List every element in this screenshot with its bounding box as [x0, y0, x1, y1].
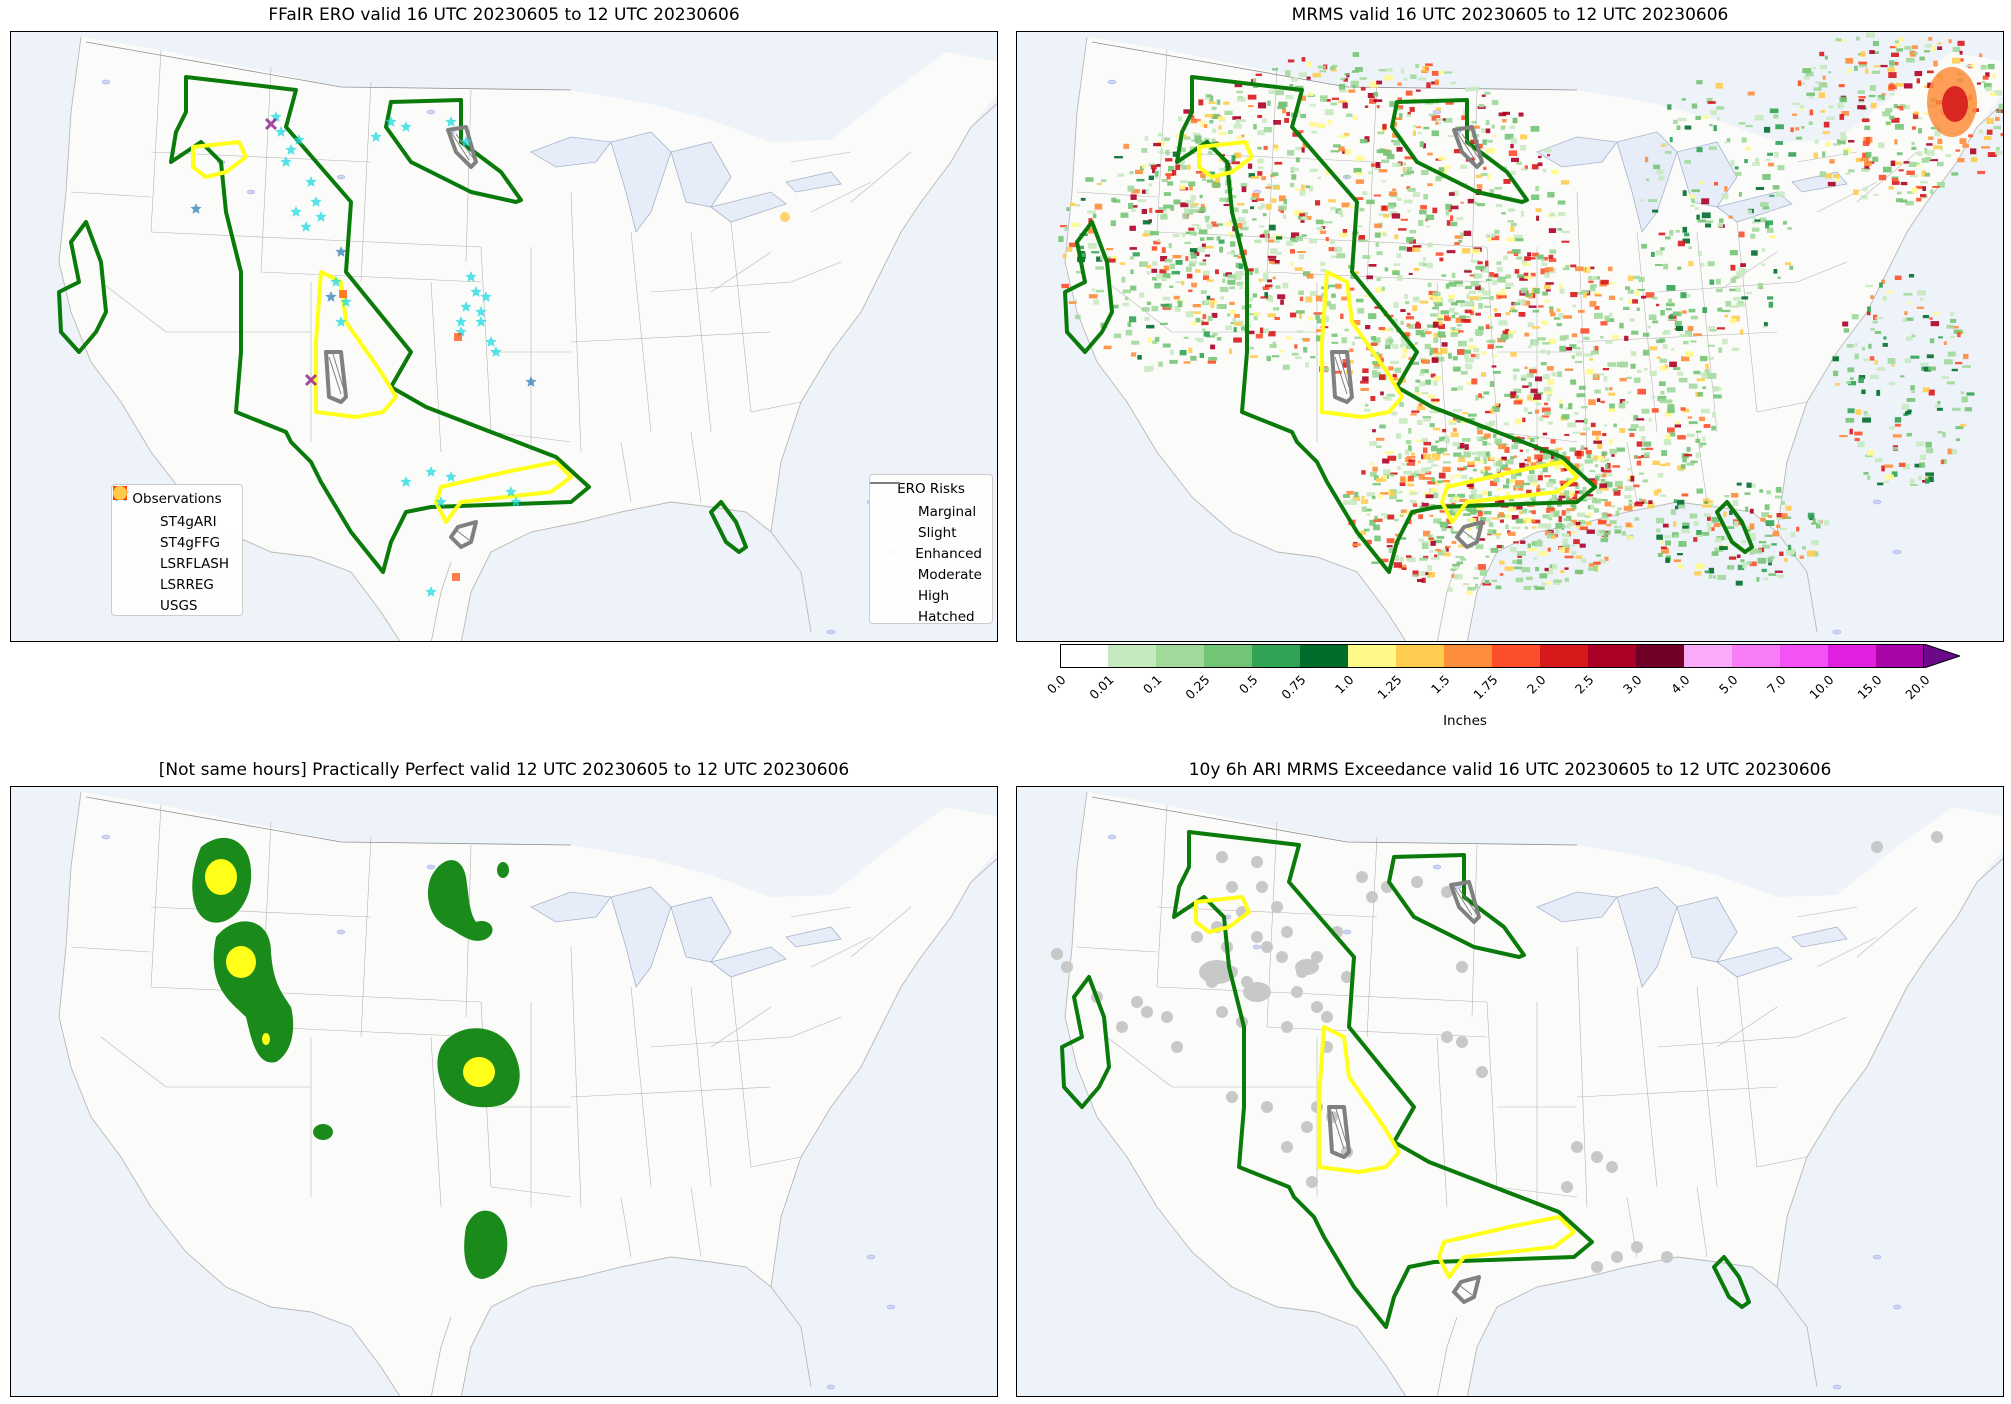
ero-outlook-overlay — [1063, 75, 1754, 574]
ero-outlook-overlay — [1060, 830, 1751, 1329]
colorbar-segment — [1780, 644, 1828, 668]
map-ari — [1017, 787, 2003, 1396]
line-swatch-icon — [870, 482, 907, 562]
ero-legend-label: Hatched — [918, 608, 975, 625]
observations-legend: Observations ST4gARI ST4gFFG LSRFLASH LSRRE… — [111, 484, 243, 616]
colorbar-tick-label: 0.25 — [1182, 672, 1213, 703]
colorbar-tick-label: 2.5 — [1571, 672, 1597, 697]
panel-title-ero: FFaIR ERO valid 16 UTC 20230605 to 12 UT… — [268, 5, 740, 25]
observations-legend-label: ST4gFFG — [160, 534, 220, 551]
observations-legend-item: LSRFLASH — [113, 486, 232, 574]
ero-risks-legend: ERO Risks Marginal Slight Enhanced Moderate… — [869, 474, 993, 627]
colorbar — [1060, 643, 1962, 669]
colorbar-segment — [1444, 644, 1492, 668]
colorbar-tick-label: 0.75 — [1278, 672, 1309, 703]
ero-legend-item: High — [870, 482, 982, 606]
star-marker-icon — [113, 486, 152, 551]
colorbar-segment — [1684, 644, 1732, 668]
colorbar-tick-label: 1.0 — [1331, 672, 1357, 697]
colorbar-tick-label: 3.0 — [1619, 672, 1645, 697]
mrms-precip-field — [1058, 32, 2003, 595]
observations-legend-label: USGS — [160, 597, 198, 614]
colorbar-segment — [1204, 644, 1252, 668]
colorbar-tick-label: 20.0 — [1902, 672, 1933, 703]
colorbar-segment — [1060, 644, 1108, 668]
colorbar-label: Inches — [1443, 713, 1487, 729]
colorbar-tick-label: 0.5 — [1235, 672, 1261, 697]
panel-title-pp: [Not same hours] Practically Perfect val… — [158, 760, 850, 780]
observations-legend-label: LSRREG — [160, 576, 214, 593]
colorbar-segment — [1348, 644, 1396, 668]
colorbar-tick-label: 7.0 — [1763, 672, 1789, 697]
panel-title-ari: 10y 6h ARI MRMS Exceedance valid 16 UTC … — [1188, 760, 1832, 780]
colorbar-tick-label: 15.0 — [1854, 672, 1885, 703]
colorbar-segment — [1828, 644, 1876, 668]
x-marker-icon — [113, 486, 152, 572]
line-swatch-icon — [870, 482, 910, 541]
colorbar-tick-label: 4.0 — [1667, 672, 1693, 697]
observations-legend-item: LSRREG — [113, 486, 232, 595]
colorbar-bar — [1060, 643, 1962, 669]
ero-risks-legend-title: ERO Risks — [897, 481, 965, 497]
observation-markers — [190, 111, 790, 597]
colorbar-tick-label: 5.0 — [1715, 672, 1741, 697]
colorbar-segment — [1732, 644, 1780, 668]
ero-legend-label: Enhanced — [915, 545, 982, 562]
colorbar-tick-label: 0.0 — [1043, 672, 1069, 697]
ero-legend-item: Slight — [870, 482, 982, 543]
ero-legend-item: Moderate — [870, 482, 982, 585]
line-swatch-icon — [870, 482, 910, 520]
colorbar-segment — [1636, 644, 1684, 668]
colorbar-tick-label: 1.75 — [1470, 672, 1501, 703]
colorbar-tick-label: 2.0 — [1523, 672, 1549, 697]
ero-legend-item: Hatched — [870, 482, 982, 627]
circle-marker-icon — [113, 486, 152, 614]
ero-legend-item: Marginal — [870, 482, 982, 522]
square-marker-icon — [113, 486, 152, 593]
colorbar-segment — [1300, 644, 1348, 668]
line-swatch-icon — [870, 482, 910, 625]
observations-legend-label: LSRFLASH — [160, 555, 230, 572]
colorbar-segment — [1156, 644, 1204, 668]
line-swatch-icon — [870, 482, 910, 604]
practically-perfect-field — [192, 837, 520, 1279]
observations-legend-label: ST4gARI — [160, 513, 217, 530]
map-panel-pp — [10, 786, 998, 1397]
colorbar-tick-label: 0.01 — [1086, 672, 1117, 703]
colorbar-segment — [1252, 644, 1300, 668]
colorbar-extend — [1924, 644, 1960, 668]
colorbar-segment — [1492, 644, 1540, 668]
observations-legend-item: ST4gARI — [113, 486, 232, 532]
map-panel-ero: Observations ST4gARI ST4gFFG LSRFLASH LSRRE… — [10, 31, 998, 642]
map-panel-mrms — [1016, 31, 2004, 642]
ero-legend-item: Enhanced — [870, 482, 982, 564]
star-marker-icon — [113, 486, 152, 530]
ero-legend-label: High — [918, 587, 950, 604]
observations-legend-item: USGS — [113, 486, 232, 616]
colorbar-segment — [1108, 644, 1156, 668]
ero-legend-label: Slight — [918, 524, 957, 541]
colorbar-segment — [1396, 644, 1444, 668]
line-swatch-icon — [870, 482, 910, 583]
colorbar-segment — [1540, 644, 1588, 668]
colorbar-tick-label: 1.25 — [1374, 672, 1405, 703]
colorbar-tick-label: 0.1 — [1139, 672, 1165, 697]
ero-legend-label: Marginal — [918, 503, 977, 520]
map-pp — [11, 787, 997, 1396]
colorbar-segment — [1588, 644, 1636, 668]
observations-legend-item: ST4gFFG — [113, 486, 232, 553]
colorbar-tick-label: 1.5 — [1427, 672, 1453, 697]
colorbar-segment — [1876, 644, 1924, 668]
colorbar-tick-label: 10.0 — [1806, 672, 1837, 703]
observations-legend-title: Observations — [132, 491, 222, 507]
ero-legend-label: Moderate — [917, 566, 982, 583]
panel-title-mrms: MRMS valid 16 UTC 20230605 to 12 UTC 202… — [1291, 5, 1729, 25]
map-mrms — [1017, 32, 2003, 641]
map-panel-ari — [1016, 786, 2004, 1397]
